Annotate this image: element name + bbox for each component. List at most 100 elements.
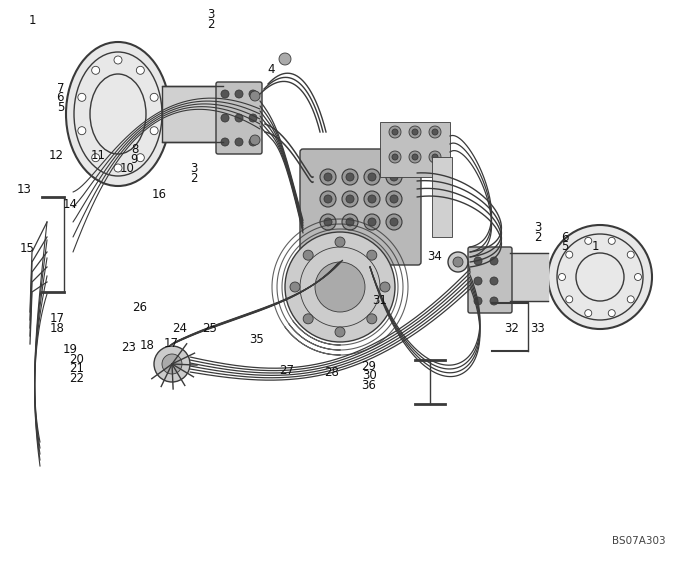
Ellipse shape <box>66 42 170 186</box>
Text: 18: 18 <box>49 322 64 336</box>
Circle shape <box>367 314 377 324</box>
Text: 28: 28 <box>324 366 340 379</box>
Circle shape <box>390 195 398 203</box>
Circle shape <box>432 129 438 135</box>
Circle shape <box>390 218 398 226</box>
Circle shape <box>392 154 398 160</box>
Text: 2: 2 <box>190 172 197 185</box>
Circle shape <box>448 252 468 272</box>
Text: 12: 12 <box>49 148 64 162</box>
Circle shape <box>221 138 229 146</box>
Circle shape <box>380 282 390 292</box>
Circle shape <box>342 169 358 185</box>
Text: 32: 32 <box>504 321 519 335</box>
Circle shape <box>566 251 573 258</box>
Text: 9: 9 <box>131 152 138 166</box>
Circle shape <box>409 126 421 138</box>
Circle shape <box>389 126 401 138</box>
Circle shape <box>221 90 229 98</box>
Text: 6: 6 <box>562 230 569 244</box>
Text: 13: 13 <box>16 183 32 196</box>
Circle shape <box>584 310 592 316</box>
Circle shape <box>249 138 257 146</box>
Circle shape <box>346 173 354 181</box>
Text: BS07A303: BS07A303 <box>612 536 665 546</box>
Circle shape <box>346 195 354 203</box>
Ellipse shape <box>548 225 652 329</box>
Circle shape <box>78 93 86 101</box>
Circle shape <box>249 114 257 122</box>
Text: 25: 25 <box>202 321 217 335</box>
Circle shape <box>474 257 482 265</box>
Circle shape <box>335 237 345 247</box>
Circle shape <box>235 114 243 122</box>
Circle shape <box>392 129 398 135</box>
Circle shape <box>320 214 336 230</box>
Circle shape <box>409 151 421 163</box>
Circle shape <box>92 153 99 162</box>
Circle shape <box>490 297 498 305</box>
Bar <box>162 86 223 142</box>
Circle shape <box>412 154 418 160</box>
Text: 3: 3 <box>534 220 541 234</box>
Circle shape <box>490 277 498 285</box>
Circle shape <box>235 138 243 146</box>
Circle shape <box>250 91 260 101</box>
Circle shape <box>608 237 615 244</box>
Circle shape <box>324 173 332 181</box>
Text: 26: 26 <box>132 301 147 315</box>
Circle shape <box>558 274 565 280</box>
Circle shape <box>367 250 377 260</box>
Circle shape <box>412 129 418 135</box>
Circle shape <box>221 114 229 122</box>
Circle shape <box>78 126 86 135</box>
FancyBboxPatch shape <box>216 82 262 154</box>
Text: 33: 33 <box>530 321 545 335</box>
Text: 30: 30 <box>362 369 377 383</box>
Text: 6: 6 <box>57 91 64 105</box>
Text: 18: 18 <box>140 339 155 352</box>
Ellipse shape <box>285 232 395 342</box>
Circle shape <box>566 296 573 303</box>
Text: 1: 1 <box>29 14 36 28</box>
Circle shape <box>150 93 158 101</box>
Text: 23: 23 <box>121 341 137 354</box>
Circle shape <box>137 153 144 162</box>
Circle shape <box>364 191 380 207</box>
Text: 3: 3 <box>208 8 215 21</box>
Circle shape <box>335 327 345 337</box>
Circle shape <box>114 56 122 64</box>
Circle shape <box>474 297 482 305</box>
Text: 27: 27 <box>279 364 294 378</box>
Circle shape <box>150 126 158 135</box>
Circle shape <box>346 218 354 226</box>
Circle shape <box>608 310 615 316</box>
Circle shape <box>429 151 441 163</box>
Circle shape <box>137 66 144 74</box>
Text: 31: 31 <box>372 293 388 307</box>
Text: 7: 7 <box>57 81 64 95</box>
Circle shape <box>453 257 463 267</box>
Text: 17: 17 <box>164 337 179 351</box>
Circle shape <box>162 354 182 374</box>
Circle shape <box>389 151 401 163</box>
Text: 8: 8 <box>131 143 138 156</box>
Ellipse shape <box>315 262 365 312</box>
Circle shape <box>627 296 635 303</box>
Text: 11: 11 <box>91 148 106 162</box>
Circle shape <box>627 251 635 258</box>
Circle shape <box>390 173 398 181</box>
Text: 14: 14 <box>63 198 78 211</box>
Circle shape <box>429 126 441 138</box>
Text: 21: 21 <box>69 362 84 375</box>
Text: 3: 3 <box>190 162 197 175</box>
Circle shape <box>584 237 592 244</box>
Text: 22: 22 <box>69 371 84 385</box>
Text: 24: 24 <box>172 321 187 335</box>
Circle shape <box>324 218 332 226</box>
Circle shape <box>320 169 336 185</box>
Circle shape <box>432 154 438 160</box>
Circle shape <box>386 191 402 207</box>
Text: 10: 10 <box>120 162 135 175</box>
Bar <box>432 157 452 237</box>
